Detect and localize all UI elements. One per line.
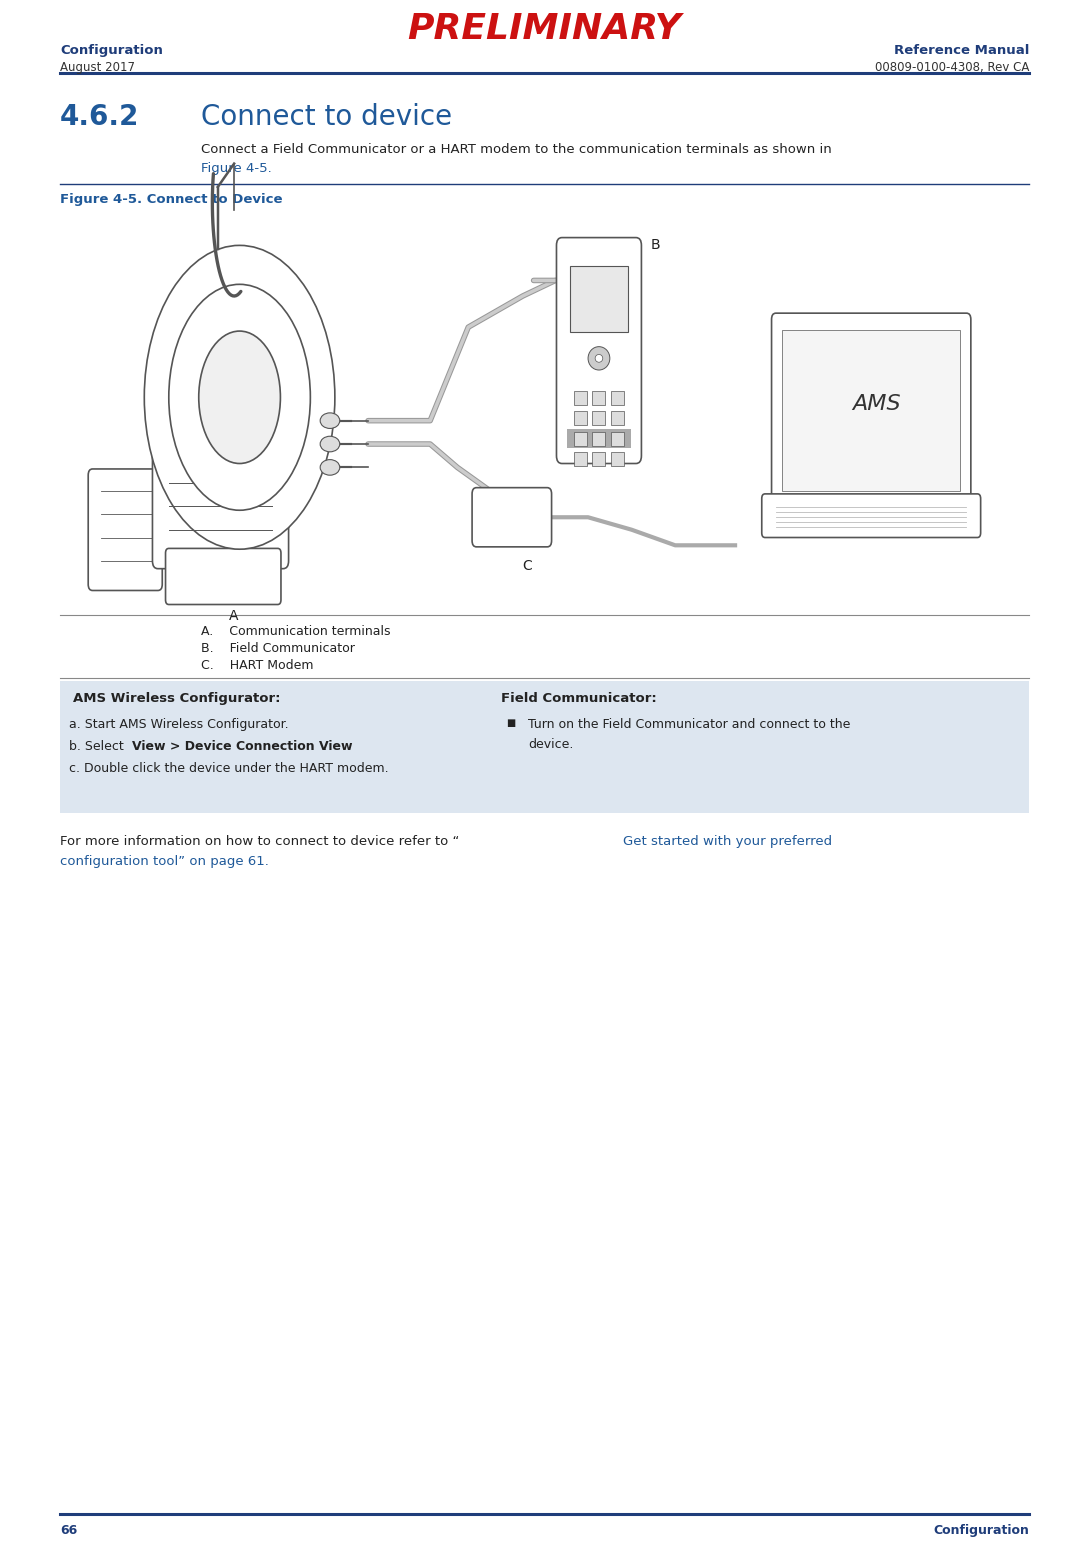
Text: B.    Field Communicator: B. Field Communicator <box>201 642 355 654</box>
Bar <box>574 432 587 446</box>
Ellipse shape <box>169 285 310 511</box>
Ellipse shape <box>144 246 335 550</box>
Bar <box>611 411 624 425</box>
Text: Figure 4-5. Connect to Device: Figure 4-5. Connect to Device <box>60 193 282 206</box>
Text: AMS Wireless Configurator:: AMS Wireless Configurator: <box>73 692 281 704</box>
Ellipse shape <box>588 347 610 369</box>
Bar <box>782 330 960 491</box>
FancyBboxPatch shape <box>762 494 981 538</box>
Text: 4.6.2: 4.6.2 <box>60 103 139 131</box>
Bar <box>570 266 628 332</box>
FancyBboxPatch shape <box>556 238 641 464</box>
Bar <box>611 432 624 446</box>
Ellipse shape <box>198 332 281 464</box>
Text: b. Select: b. Select <box>69 740 127 753</box>
Ellipse shape <box>320 460 340 475</box>
Text: Configuration: Configuration <box>933 1524 1029 1536</box>
Text: For more information on how to connect to device refer to “: For more information on how to connect t… <box>60 835 460 848</box>
FancyBboxPatch shape <box>771 313 971 505</box>
Text: ■: ■ <box>506 718 515 728</box>
Ellipse shape <box>595 355 603 363</box>
Bar <box>567 430 631 449</box>
FancyBboxPatch shape <box>152 444 289 569</box>
Text: a. Start AMS Wireless Configurator.: a. Start AMS Wireless Configurator. <box>69 718 289 731</box>
Ellipse shape <box>320 413 340 428</box>
FancyBboxPatch shape <box>88 469 162 590</box>
Bar <box>592 391 605 405</box>
Bar <box>60 681 1029 813</box>
Bar <box>574 391 587 405</box>
Bar <box>574 411 587 425</box>
Text: Turn on the Field Communicator and connect to the: Turn on the Field Communicator and conne… <box>528 718 851 731</box>
Text: Reference Manual: Reference Manual <box>894 44 1029 56</box>
Text: device.: device. <box>528 738 574 751</box>
Text: PRELIMINARY: PRELIMINARY <box>407 12 682 47</box>
FancyBboxPatch shape <box>166 548 281 605</box>
Text: View > Device Connection View: View > Device Connection View <box>132 740 352 753</box>
Text: configuration tool” on page 61.: configuration tool” on page 61. <box>60 855 269 868</box>
Text: 66: 66 <box>60 1524 77 1536</box>
Text: A: A <box>230 609 238 623</box>
Bar <box>611 452 624 466</box>
Text: A.    Communication terminals: A. Communication terminals <box>201 625 391 637</box>
Bar <box>592 432 605 446</box>
Text: Connect to device: Connect to device <box>201 103 453 131</box>
Text: Configuration: Configuration <box>60 44 162 56</box>
FancyBboxPatch shape <box>473 488 551 547</box>
Text: Get started with your preferred: Get started with your preferred <box>623 835 833 848</box>
Bar <box>574 452 587 466</box>
Bar <box>592 452 605 466</box>
Text: Connect a Field Communicator or a HART modem to the communication terminals as s: Connect a Field Communicator or a HART m… <box>201 143 832 156</box>
Text: Field Communicator:: Field Communicator: <box>501 692 657 704</box>
Bar <box>592 411 605 425</box>
Text: c. Double click the device under the HART modem.: c. Double click the device under the HAR… <box>69 762 389 774</box>
Text: B: B <box>650 238 660 251</box>
Text: AMS: AMS <box>853 394 901 414</box>
Text: August 2017: August 2017 <box>60 61 135 73</box>
Text: C.    HART Modem: C. HART Modem <box>201 659 314 671</box>
Text: C: C <box>523 559 533 573</box>
Text: 00809-0100-4308, Rev CA: 00809-0100-4308, Rev CA <box>874 61 1029 73</box>
Bar <box>611 391 624 405</box>
Ellipse shape <box>320 436 340 452</box>
Text: Figure 4-5.: Figure 4-5. <box>201 162 272 174</box>
Text: .: . <box>322 740 327 753</box>
